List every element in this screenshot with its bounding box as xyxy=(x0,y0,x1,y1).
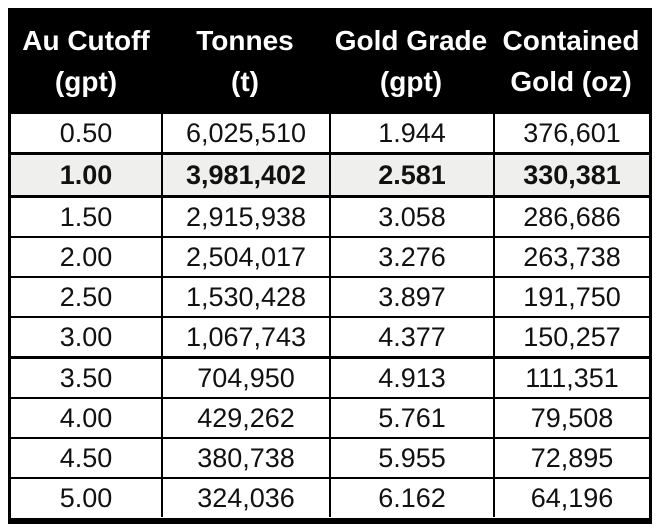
cell-grade: 3.058 xyxy=(329,198,493,236)
table-row-highlighted: 1.00 3,981,402 2.581 330,381 xyxy=(11,152,649,198)
cell-gold-oz: 376,601 xyxy=(493,114,649,152)
cell-cutoff: 3.50 xyxy=(59,362,113,393)
table-row: 4.50 380,738 5.955 72,895 xyxy=(11,437,649,477)
cell-cutoff: 2.00 xyxy=(59,241,113,272)
cell-tonnes: 6,025,510 xyxy=(161,114,329,152)
cell-gold-oz: 150,257 xyxy=(493,318,649,356)
cell-tonnes: 429,262 xyxy=(161,399,329,437)
cell-grade: 3.897 xyxy=(329,278,493,316)
cell-tonnes: 1,067,743 xyxy=(161,318,329,356)
header-cell-gold-grade: Gold Grade (gpt) xyxy=(329,8,493,114)
cell-grade: 1.944 xyxy=(329,114,493,152)
table-row: 0.50 6,025,510 1.944 376,601 xyxy=(11,114,649,152)
table-body: 0.50 6,025,510 1.944 376,601 1.00 3,981,… xyxy=(11,114,649,517)
table-row: 5.00 324,036 6.162 64,196 xyxy=(11,477,649,517)
table-header-row: Au Cutoff (gpt) Tonnes (t) Gold Grade (g… xyxy=(11,8,649,114)
cell-gold-oz: 286,686 xyxy=(493,198,649,236)
cell-grade: 5.761 xyxy=(329,399,493,437)
cell-cutoff: 1.00 xyxy=(59,159,113,190)
header-cell-au-cutoff: Au Cutoff (gpt) xyxy=(11,8,161,114)
cell-tonnes: 3,981,402 xyxy=(161,155,329,195)
cell-grade: 5.955 xyxy=(329,439,493,477)
cell-cutoff: 3.00 xyxy=(59,321,113,352)
header-au-cutoff-line2: (gpt) xyxy=(54,66,118,97)
cell-grade: 4.913 xyxy=(329,359,493,397)
grade-tonnage-table: Au Cutoff (gpt) Tonnes (t) Gold Grade (g… xyxy=(8,8,652,524)
table-row: 3.00 1,067,743 4.377 150,257 xyxy=(11,316,649,356)
header-contained-gold-line2: Gold (oz) xyxy=(510,66,632,97)
cell-cutoff: 4.50 xyxy=(59,442,113,473)
cell-tonnes: 380,738 xyxy=(161,439,329,477)
cell-tonnes: 2,504,017 xyxy=(161,238,329,276)
header-cell-tonnes: Tonnes (t) xyxy=(161,8,329,114)
cell-gold-oz: 191,750 xyxy=(493,278,649,316)
cell-tonnes: 2,915,938 xyxy=(161,198,329,236)
cell-tonnes: 704,950 xyxy=(161,359,329,397)
header-tonnes-line1: Tonnes xyxy=(196,25,294,56)
cell-gold-oz: 79,508 xyxy=(493,399,649,437)
table-row: 3.50 704,950 4.913 111,351 xyxy=(11,356,649,397)
cell-gold-oz: 72,895 xyxy=(493,439,649,477)
cell-tonnes: 324,036 xyxy=(161,479,329,517)
cell-grade: 2.581 xyxy=(329,155,493,195)
table-row: 1.50 2,915,938 3.058 286,686 xyxy=(11,198,649,236)
table-row: 2.50 1,530,428 3.897 191,750 xyxy=(11,276,649,316)
cell-cutoff: 4.00 xyxy=(59,402,113,433)
cell-gold-oz: 111,351 xyxy=(493,359,649,397)
header-gold-grade-line2: (gpt) xyxy=(379,66,443,97)
header-tonnes-line2: (t) xyxy=(231,66,259,97)
cell-gold-oz: 263,738 xyxy=(493,238,649,276)
header-cell-contained-gold: Contained Gold (oz) xyxy=(493,8,649,114)
table-row: 2.00 2,504,017 3.276 263,738 xyxy=(11,236,649,276)
cell-cutoff: 5.00 xyxy=(59,482,113,513)
header-gold-grade-line1: Gold Grade xyxy=(334,25,488,56)
cell-grade: 4.377 xyxy=(329,318,493,356)
cell-gold-oz: 330,381 xyxy=(493,155,649,195)
header-au-cutoff-line1: Au Cutoff xyxy=(22,25,150,56)
cell-grade: 6.162 xyxy=(329,479,493,517)
cell-cutoff: 0.50 xyxy=(59,117,113,148)
header-contained-gold-line1: Contained xyxy=(502,25,640,56)
table-row: 4.00 429,262 5.761 79,508 xyxy=(11,397,649,437)
cell-grade: 3.276 xyxy=(329,238,493,276)
cell-cutoff: 1.50 xyxy=(59,201,113,232)
cell-cutoff: 2.50 xyxy=(59,281,113,312)
cell-tonnes: 1,530,428 xyxy=(161,278,329,316)
cell-gold-oz: 64,196 xyxy=(493,479,649,517)
